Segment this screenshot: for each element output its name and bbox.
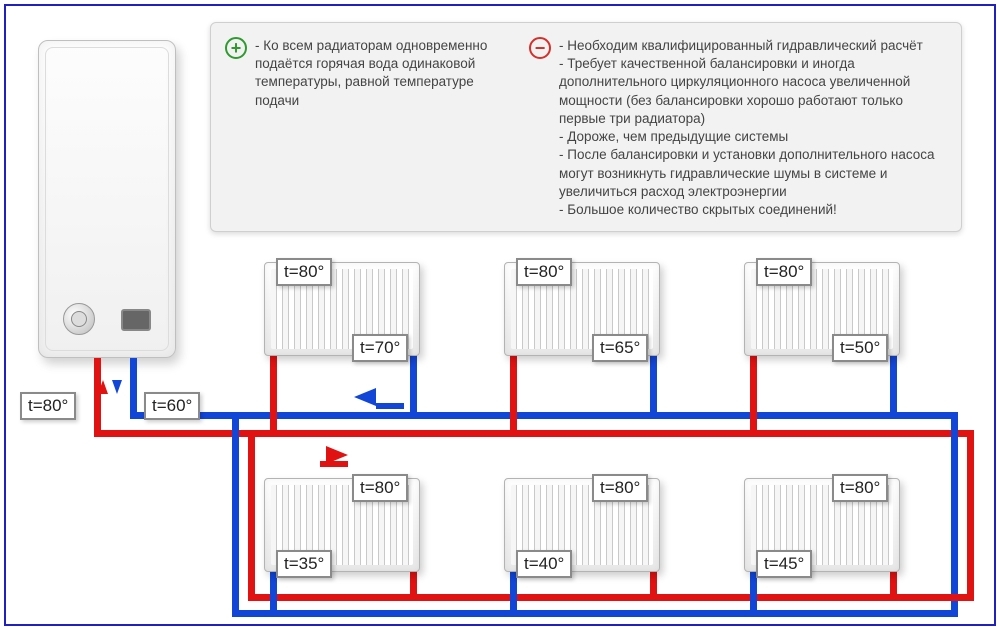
pipe: [967, 430, 974, 601]
pros-text: - Ко всем радиаторам одновременно подаёт…: [255, 37, 515, 219]
cons-column: − - Необходим квалифицированный гидравли…: [529, 37, 947, 219]
pipe: [951, 412, 958, 617]
pipe: [248, 430, 255, 601]
boiler-supply-temp: t=80°: [20, 392, 76, 420]
flow-arrow-supply-icon: [326, 446, 348, 464]
supply-main: [94, 430, 974, 437]
bottom-supply: [248, 594, 974, 601]
temp-label: t=80°: [352, 474, 408, 502]
temp-label: t=80°: [276, 258, 332, 286]
temp-label: t=35°: [276, 550, 332, 578]
boiler: [38, 40, 176, 358]
temp-label: t=45°: [756, 550, 812, 578]
return-main: [130, 412, 958, 419]
temp-label: t=70°: [352, 334, 408, 362]
minus-icon: −: [529, 37, 551, 59]
temp-label: t=80°: [516, 258, 572, 286]
temp-label: t=80°: [832, 474, 888, 502]
pros-column: + - Ко всем радиаторам одновременно пода…: [225, 37, 515, 219]
temp-label: t=80°: [756, 258, 812, 286]
bottom-return: [232, 610, 958, 617]
pipe: [94, 358, 101, 437]
temp-label: t=50°: [832, 334, 888, 362]
boiler-dial-icon: [63, 303, 95, 335]
pipe: [130, 358, 137, 419]
flow-arrow-return-icon: [354, 388, 376, 406]
temp-label: t=65°: [592, 334, 648, 362]
return-arrow-icon: [112, 380, 122, 394]
boiler-return-temp: t=60°: [144, 392, 200, 420]
pipe: [232, 412, 239, 617]
temp-label: t=40°: [516, 550, 572, 578]
info-panel: + - Ко всем радиаторам одновременно пода…: [210, 22, 962, 232]
temp-label: t=80°: [592, 474, 648, 502]
plus-icon: +: [225, 37, 247, 59]
boiler-display-icon: [121, 309, 151, 331]
cons-text: - Необходим квалифицированный гидравличе…: [559, 37, 947, 219]
